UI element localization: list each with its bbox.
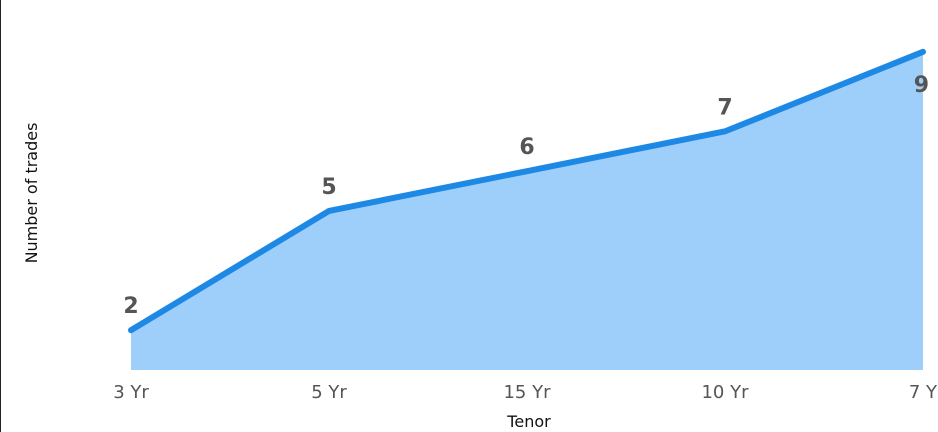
x-tick-label: 15 Yr — [503, 382, 551, 403]
series-line — [128, 48, 926, 334]
x-tick-label: 7 Y — [909, 382, 938, 403]
x-axis-title: Tenor — [506, 412, 551, 431]
x-tick-label: 10 Yr — [701, 382, 749, 403]
data-label: 5 — [321, 175, 336, 200]
x-tick-label: 5 Yr — [311, 382, 347, 403]
x-tick-label: 3 Yr — [113, 382, 149, 403]
data-label-layer: 2 5 6 7 9 — [123, 73, 929, 319]
y-axis-title: Number of trades — [22, 123, 41, 264]
x-tick-layer: 3 Yr 5 Yr 15 Yr 10 Yr 7 Y — [113, 382, 938, 403]
data-label: 2 — [123, 294, 138, 319]
data-label: 7 — [717, 95, 732, 120]
data-label: 9 — [914, 73, 929, 98]
data-label: 6 — [519, 135, 534, 160]
line-layer — [128, 48, 926, 334]
